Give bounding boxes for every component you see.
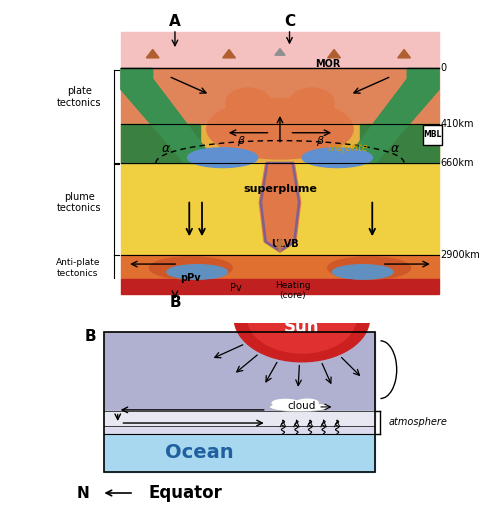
Text: cloud: cloud (287, 401, 315, 411)
Ellipse shape (187, 148, 257, 167)
Polygon shape (327, 49, 340, 58)
Text: A: A (169, 14, 181, 29)
Text: α: α (389, 142, 398, 155)
Bar (121, 278, 438, 294)
Bar (121, 68, 438, 123)
Text: 2900km: 2900km (440, 250, 479, 260)
Bar (121, 32, 438, 68)
Bar (104, 434, 374, 472)
Text: 0: 0 (440, 64, 446, 73)
Circle shape (234, 275, 369, 362)
Text: Equator: Equator (148, 484, 222, 502)
Polygon shape (146, 49, 159, 58)
Polygon shape (343, 68, 438, 163)
Ellipse shape (332, 264, 392, 279)
Text: atmosphere: atmosphere (388, 417, 447, 427)
Ellipse shape (327, 257, 409, 279)
Text: 410km: 410km (440, 119, 473, 129)
Polygon shape (397, 49, 409, 58)
Text: Heating
(core): Heating (core) (274, 280, 310, 300)
Ellipse shape (302, 148, 371, 167)
Ellipse shape (269, 402, 328, 412)
Bar (104, 332, 374, 472)
Bar (121, 255, 438, 278)
Bar (104, 411, 374, 426)
Bar (104, 426, 374, 434)
Text: MBL: MBL (423, 130, 441, 139)
Text: β: β (236, 136, 243, 146)
Text: Anti-plate
tectonics: Anti-plate tectonics (56, 258, 100, 278)
Polygon shape (259, 163, 300, 252)
Ellipse shape (271, 400, 299, 407)
Text: Ocean: Ocean (164, 443, 233, 462)
Bar (104, 332, 374, 420)
Polygon shape (359, 123, 438, 163)
Ellipse shape (149, 257, 232, 279)
Text: majorite: majorite (327, 144, 368, 154)
Ellipse shape (225, 88, 270, 117)
Text: B: B (84, 329, 96, 343)
Text: N: N (76, 485, 89, 500)
Text: pPv: pPv (180, 273, 201, 283)
Polygon shape (121, 123, 200, 163)
Text: C: C (284, 14, 294, 29)
Text: α: α (161, 142, 169, 155)
Text: plume
tectonics: plume tectonics (57, 191, 102, 213)
Text: Sun: Sun (284, 318, 319, 336)
Text: β: β (316, 136, 323, 146)
Polygon shape (222, 49, 235, 58)
Text: MOR: MOR (314, 59, 340, 69)
Polygon shape (274, 49, 285, 55)
FancyBboxPatch shape (422, 125, 441, 145)
Text: B: B (169, 295, 181, 310)
Ellipse shape (296, 399, 318, 406)
Bar (121, 123, 438, 163)
Text: Pv: Pv (229, 284, 241, 294)
Circle shape (247, 283, 355, 353)
Ellipse shape (167, 264, 227, 279)
Ellipse shape (289, 88, 333, 117)
Text: superplume: superplume (243, 184, 316, 194)
Ellipse shape (206, 99, 352, 159)
Text: ULVB: ULVB (270, 240, 298, 249)
Text: plate
tectonics: plate tectonics (57, 86, 102, 108)
Bar (121, 163, 438, 255)
Text: 660km: 660km (440, 158, 473, 168)
Polygon shape (121, 68, 216, 163)
